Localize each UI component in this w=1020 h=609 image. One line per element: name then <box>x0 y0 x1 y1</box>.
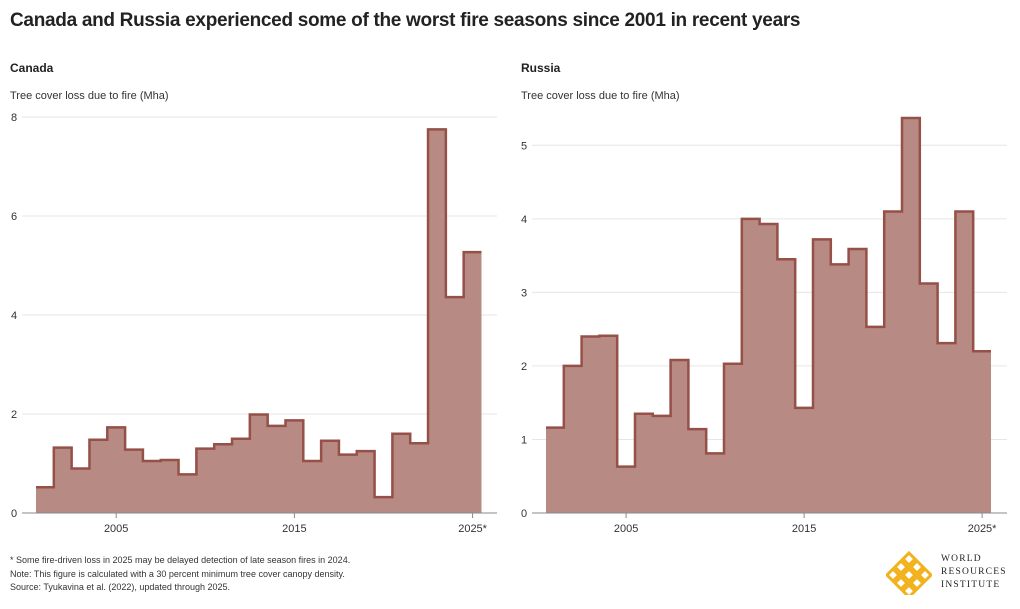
y-tick-label: 2 <box>11 409 17 421</box>
year-bar-2016 <box>813 239 831 513</box>
chart-title: Canada and Russia experienced some of th… <box>10 10 801 31</box>
x-tick-label: 2025* <box>968 523 997 535</box>
year-bar-2010 <box>706 453 724 513</box>
year-bar-2015 <box>795 408 813 513</box>
logo-diamond <box>884 566 902 584</box>
year-bar-2005 <box>107 427 125 513</box>
series-line <box>36 128 482 499</box>
year-bar-2019 <box>357 451 375 513</box>
year-bar-2003 <box>72 468 90 513</box>
russia-chart: 0 1 2 3 4 5 2005 2015 2025* <box>521 116 1007 535</box>
footnote-delayed-detection: * Some fire-driven loss in 2025 may be d… <box>10 555 351 565</box>
logo-diamond <box>900 566 918 584</box>
x-tick-label: 2005 <box>104 523 128 535</box>
wri-logo: WORLD RESOURCES INSTITUTE <box>884 550 1016 600</box>
logo-diamond <box>916 566 934 584</box>
logo-diamond <box>892 574 910 592</box>
logo-text-line1: WORLD <box>941 554 982 564</box>
year-bar-2002 <box>54 448 72 513</box>
canada-y-axis-label: Tree cover loss due to fire (Mha) <box>10 90 169 102</box>
logo-diamond <box>900 550 918 568</box>
year-bar-2014 <box>777 259 795 513</box>
logo-diamond <box>908 574 926 592</box>
year-bar-2020 <box>884 211 902 513</box>
year-bar-2011 <box>724 364 742 513</box>
year-bar-2024 <box>446 297 464 513</box>
year-bar-2003 <box>582 336 600 513</box>
year-bar-2013 <box>250 414 268 513</box>
y-tick-label: 0 <box>11 508 17 520</box>
year-bar-2005 <box>617 467 635 513</box>
year-bar-2004 <box>89 440 107 513</box>
canada-chart: 0 2 4 6 8 2005 2015 2025* <box>11 112 497 535</box>
y-tick-label: 4 <box>11 310 17 322</box>
canada-panel-title: Canada <box>10 61 54 75</box>
russia-y-axis-label: Tree cover loss due to fire (Mha) <box>521 90 680 102</box>
logo-diamond <box>892 558 910 576</box>
y-tick-label: 0 <box>521 508 527 520</box>
year-bar-2008 <box>161 460 179 513</box>
year-bar-2023 <box>938 343 956 513</box>
year-bar-2019 <box>866 327 884 513</box>
year-bar-2001 <box>36 487 54 513</box>
footnotes: * Some fire-driven loss in 2025 may be d… <box>10 554 350 595</box>
year-bar-2001 <box>546 428 564 513</box>
x-tick-label: 2015 <box>792 523 816 535</box>
y-tick-label: 6 <box>11 211 17 223</box>
year-bar-2021 <box>392 434 410 513</box>
year-bar-2010 <box>196 449 214 513</box>
area-fill <box>36 129 482 513</box>
year-bar-2013 <box>760 224 778 513</box>
y-tick-label: 1 <box>521 434 527 446</box>
year-bar-2017 <box>831 264 849 513</box>
year-bar-2016 <box>303 461 321 513</box>
y-tick-label: 3 <box>521 287 527 299</box>
footnote-source: Source: Tyukavina et al. (2022), updated… <box>10 582 230 592</box>
footnote-canopy-density: Note: This figure is calculated with a 3… <box>10 568 345 579</box>
y-tick-label: 5 <box>521 140 527 152</box>
logo-text-line2: RESOURCES <box>941 567 1007 577</box>
year-bar-2021 <box>902 118 920 513</box>
x-tick-label: 2015 <box>282 523 306 535</box>
logo-text-line3: INSTITUTE <box>941 580 1001 590</box>
year-bar-2025 <box>464 252 482 513</box>
year-bar-2015 <box>285 420 303 513</box>
area-fill <box>546 118 991 513</box>
year-bar-2006 <box>635 414 653 513</box>
y-tick-label: 2 <box>521 361 527 373</box>
wri-logo-icon <box>884 550 934 600</box>
year-bar-2025 <box>973 351 991 513</box>
x-tick-label: 2025* <box>458 523 487 535</box>
x-tick-label: 2005 <box>614 523 638 535</box>
year-bar-2009 <box>179 474 197 513</box>
year-bar-2017 <box>321 441 339 513</box>
year-bar-2014 <box>268 426 286 513</box>
year-bar-2012 <box>742 219 760 513</box>
year-bar-2006 <box>125 450 143 513</box>
logo-diamond <box>908 558 926 576</box>
year-bar-2022 <box>410 443 428 513</box>
year-bar-2007 <box>653 416 671 513</box>
wri-logo-text: WORLD RESOURCES INSTITUTE <box>941 553 1007 592</box>
series-line <box>546 116 991 468</box>
y-tick-label: 4 <box>521 214 527 226</box>
year-bar-2024 <box>955 211 973 513</box>
year-bar-2008 <box>671 360 689 513</box>
year-bar-2012 <box>232 439 250 513</box>
y-tick-label: 8 <box>11 112 17 124</box>
year-bar-2018 <box>849 249 867 513</box>
year-bar-2011 <box>214 444 232 513</box>
year-bar-2002 <box>564 366 582 513</box>
year-bar-2023 <box>428 129 446 513</box>
year-bar-2018 <box>339 455 357 513</box>
year-bar-2009 <box>688 429 706 513</box>
year-bar-2004 <box>599 336 617 513</box>
year-bar-2007 <box>143 461 161 513</box>
russia-panel-title: Russia <box>521 61 561 75</box>
year-bar-2020 <box>375 497 393 513</box>
year-bar-2022 <box>920 284 938 513</box>
